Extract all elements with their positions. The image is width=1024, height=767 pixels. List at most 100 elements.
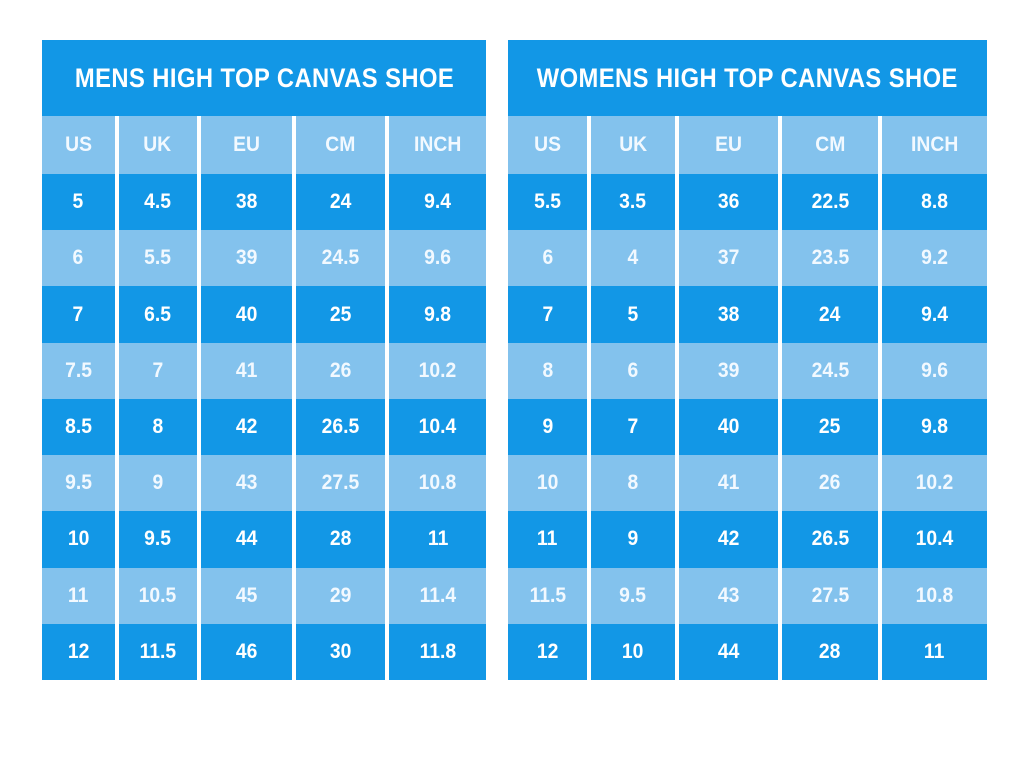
- size-cell-value: 9.4: [921, 302, 948, 326]
- size-cell: 26: [782, 455, 878, 512]
- size-cell-value: 9.8: [921, 414, 948, 438]
- table-row: 7 6.5 40 25 9.8: [42, 286, 487, 343]
- size-cell: 10.8: [389, 455, 487, 512]
- size-cell: 4: [590, 230, 676, 287]
- size-cell: 10.8: [881, 567, 987, 624]
- size-cell-value: 7: [152, 358, 164, 382]
- size-cell-value: 10.2: [915, 471, 954, 495]
- size-cell-value: 12: [536, 639, 559, 663]
- size-cell-value: 10.2: [418, 358, 457, 382]
- size-cell-value: 5.5: [144, 246, 172, 270]
- size-cell: 10: [42, 511, 115, 568]
- table-row: 8 6 39 24.5 9.6: [508, 342, 987, 399]
- size-cell-value: 12: [67, 639, 90, 663]
- header-cell: INCH: [389, 116, 487, 174]
- size-cell-value: 10.4: [915, 527, 954, 551]
- size-cell-value: 8: [152, 414, 164, 438]
- size-cell: 24.5: [782, 342, 878, 399]
- size-cell: 27.5: [782, 567, 878, 624]
- size-cell-value: 38: [235, 190, 258, 214]
- header-cell: CM: [296, 116, 386, 174]
- size-cell: 39: [679, 342, 779, 399]
- table-body: 5 4.5 38 24 9.4 6 5.5 39 24.5 9.6 7 6.5 40 25 9.8 7.5 7 4…: [42, 174, 487, 680]
- size-cell-value: 11.5: [139, 639, 176, 663]
- size-cell: 9.4: [389, 174, 487, 231]
- size-cell: 8: [118, 398, 197, 456]
- size-cell-value: 9.6: [424, 246, 452, 270]
- size-cell-value: 39: [235, 246, 258, 270]
- size-cell: 9.2: [881, 230, 987, 287]
- header-cell-label: CM: [814, 133, 846, 156]
- size-cell: 29: [296, 567, 386, 624]
- size-cell-value: 36: [717, 190, 740, 214]
- size-cell-value: 9: [627, 527, 639, 551]
- table-row: 6 5.5 39 24.5 9.6: [42, 230, 487, 287]
- size-cell-value: 4: [627, 246, 639, 270]
- size-table-mens: MENS HIGH TOP CANVAS SHOE US UK EU CM INCH 5…: [42, 40, 487, 680]
- size-cell-value: 11.4: [419, 583, 457, 607]
- size-cell: 43: [679, 567, 779, 624]
- size-cell-value: 24: [819, 302, 841, 326]
- size-cell-value: 43: [235, 471, 258, 495]
- size-cell-value: 22.5: [811, 190, 849, 214]
- size-cell-value: 26: [329, 358, 352, 382]
- size-cell-value: 7: [542, 302, 553, 326]
- size-cell: 24.5: [296, 230, 386, 287]
- size-cell: 10: [590, 623, 676, 680]
- size-cell-value: 28: [329, 527, 352, 551]
- size-cell: 10.4: [881, 511, 987, 568]
- size-cell-value: 9: [152, 471, 164, 495]
- size-cell-value: 11.5: [529, 583, 566, 607]
- table-row: 7.5 7 41 26 10.2: [42, 342, 487, 399]
- size-cell-value: 44: [717, 639, 740, 663]
- size-cell: 26: [296, 342, 386, 399]
- table-row: 10 9.5 44 28 11: [42, 511, 487, 568]
- header-cell: US: [508, 116, 587, 174]
- table-row: 11 9 42 26.5 10.4: [508, 511, 987, 568]
- size-cell-value: 3.5: [619, 190, 647, 214]
- size-cell: 41: [679, 455, 779, 512]
- size-cell: 12: [508, 623, 587, 680]
- table-row: 5 4.5 38 24 9.4: [42, 174, 487, 231]
- size-cell-value: 23.5: [811, 246, 849, 270]
- size-cell: 9.5: [590, 567, 676, 624]
- table-title-bar: MENS HIGH TOP CANVAS SHOE: [42, 40, 487, 116]
- size-cell-value: 6.5: [144, 302, 172, 326]
- size-cell-value: 11: [68, 583, 89, 607]
- size-cell-value: 5: [627, 302, 639, 326]
- size-cell: 45: [200, 567, 293, 624]
- size-cell: 8.8: [881, 174, 987, 231]
- size-cell: 11: [508, 511, 587, 568]
- size-cell: 4.5: [118, 174, 197, 231]
- size-cell: 38: [679, 286, 779, 343]
- size-cell: 44: [679, 623, 779, 680]
- size-cell-value: 8: [627, 471, 639, 495]
- table-body: 5.5 3.5 36 22.5 8.8 6 4 37 23.5 9.2 7 5 38 24 9.4 8 6 39 2…: [508, 174, 987, 680]
- size-cell-value: 11: [924, 639, 945, 663]
- size-cell-value: 6: [542, 246, 553, 270]
- size-cell: 7: [118, 342, 197, 399]
- size-cell: 42: [200, 398, 293, 456]
- size-cell: 40: [200, 286, 293, 343]
- size-cell: 37: [679, 230, 779, 287]
- size-cell: 24: [296, 174, 386, 231]
- size-cell: 27.5: [296, 455, 386, 512]
- size-cell-value: 26.5: [811, 527, 849, 551]
- table-row: 12 10 44 28 11: [508, 623, 987, 680]
- size-cell: 5: [42, 174, 115, 231]
- size-cell-value: 27.5: [321, 471, 360, 495]
- size-cell-value: 9.5: [619, 583, 647, 607]
- size-cell: 10: [508, 455, 587, 512]
- size-cell: 43: [200, 455, 293, 512]
- size-cell: 46: [200, 623, 293, 680]
- size-cell-value: 25: [329, 302, 352, 326]
- size-cell: 11: [881, 623, 987, 680]
- size-cell-value: 7: [627, 414, 639, 438]
- header-cell-label: EU: [715, 133, 743, 156]
- size-cell-value: 24.5: [321, 246, 360, 270]
- size-cell: 7.5: [42, 342, 115, 399]
- size-cell-value: 9.6: [921, 358, 948, 382]
- size-cell-value: 26: [819, 471, 841, 495]
- size-cell-value: 43: [717, 583, 740, 607]
- size-cell-value: 11: [427, 527, 448, 551]
